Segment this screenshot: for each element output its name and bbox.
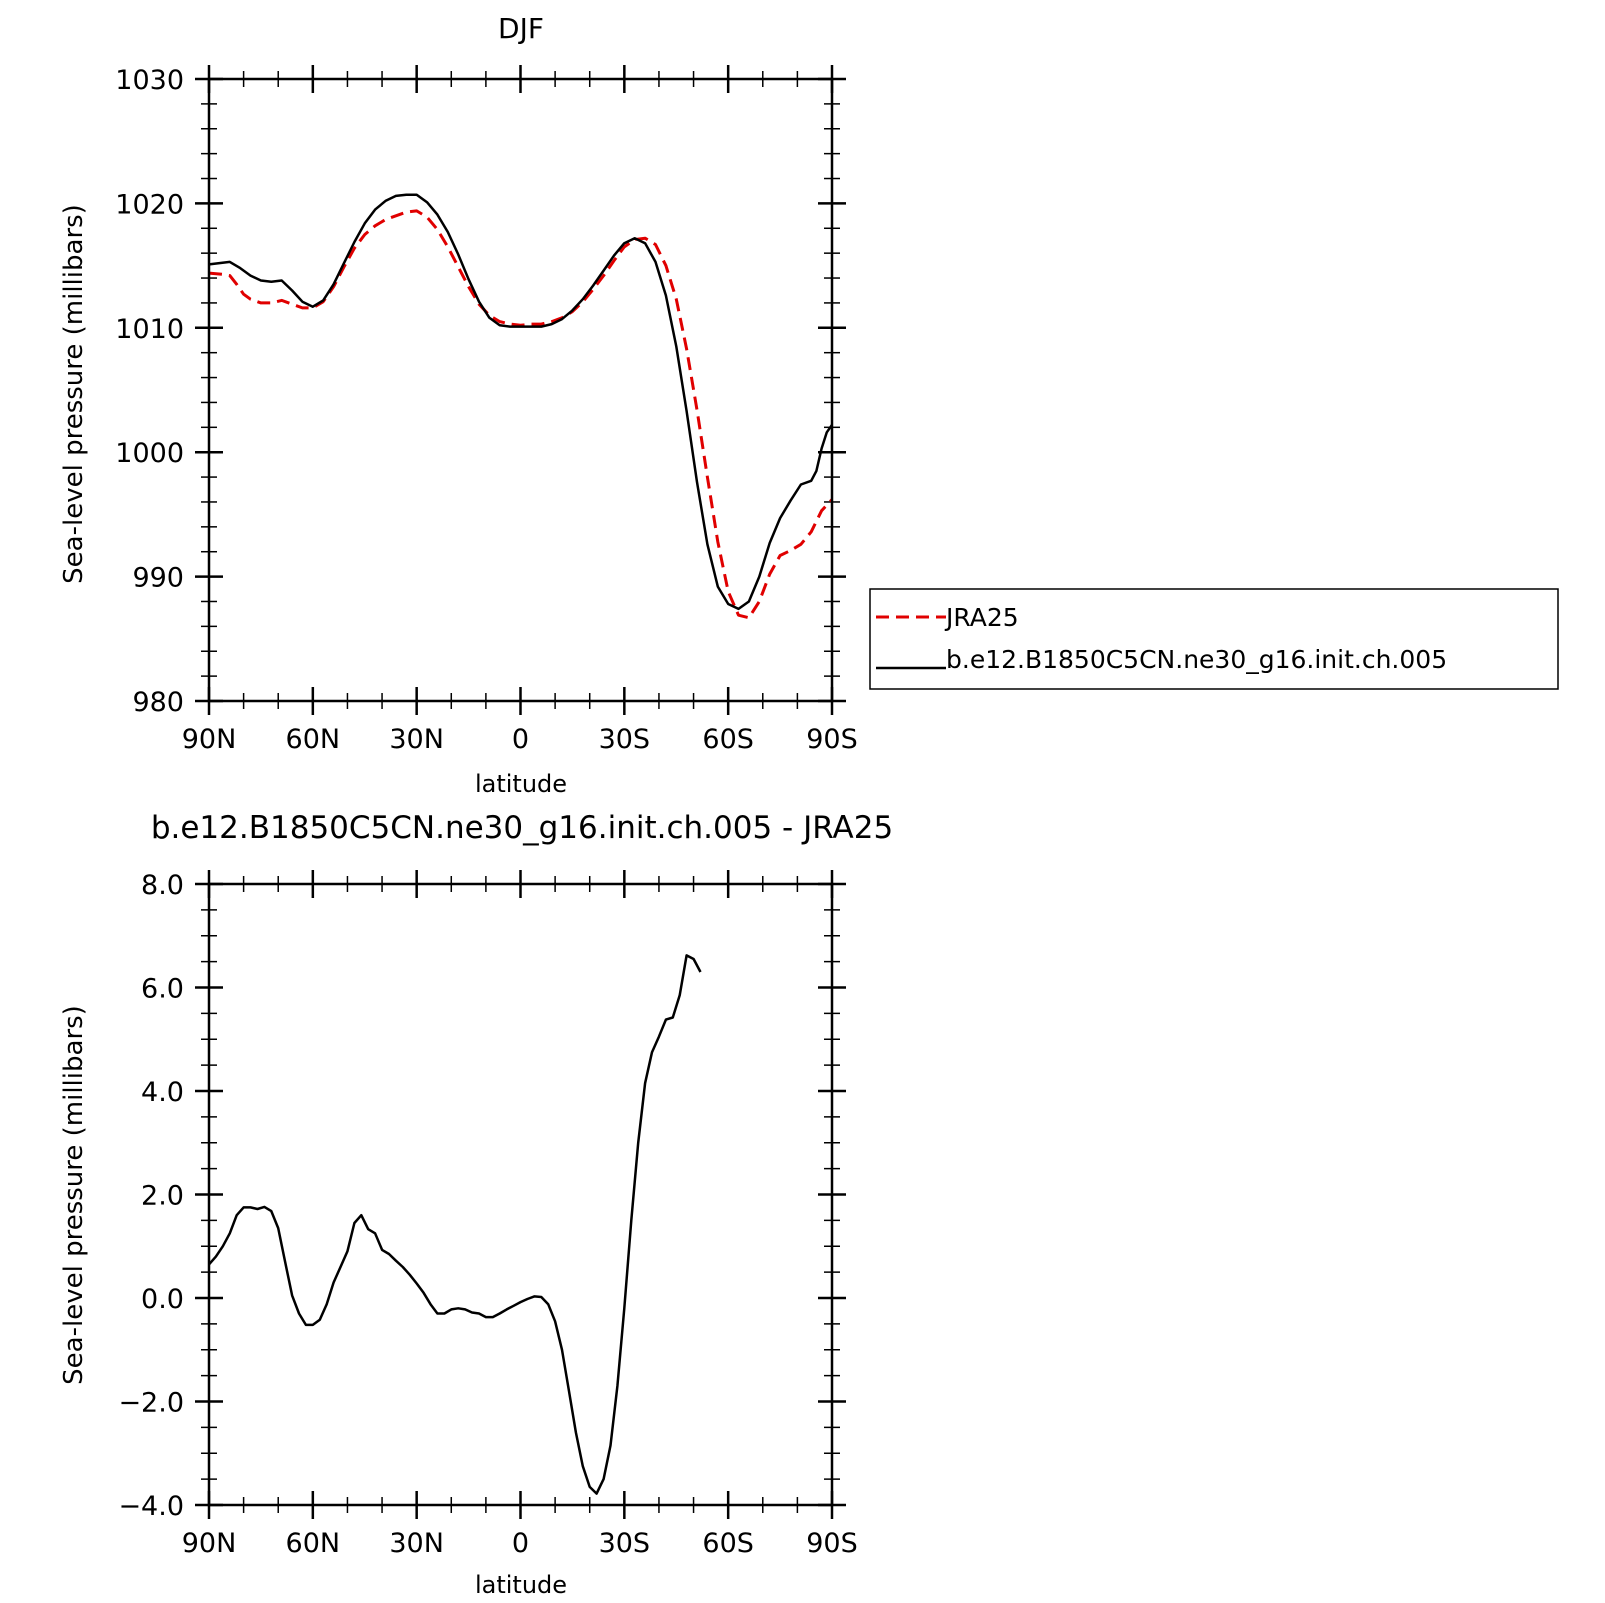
x-tick-label: 60S [702, 1528, 754, 1559]
y-tick-labels: 980 990 1000 1010 1020 1030 [115, 65, 184, 718]
y-tick-label: 990 [132, 563, 184, 594]
legend-label-model: b.e12.B1850C5CN.ne30_g16.init.ch.005 [946, 645, 1447, 674]
y-tick-label: 6.0 [141, 974, 184, 1005]
y-tick-label: 1010 [115, 314, 184, 345]
y-tick-label: 4.0 [141, 1077, 184, 1108]
y-tick-labels: −4.0 −2.0 0.0 2.0 4.0 6.0 8.0 [118, 870, 184, 1522]
legend-label-jra25: JRA25 [944, 603, 1019, 632]
x-tick-label: 30S [599, 724, 651, 755]
x-tick-labels: 90N 60N 30N 0 30S 60S 90S [182, 724, 858, 755]
x-tick-label: 90N [182, 724, 237, 755]
x-axis-label: latitude [475, 1571, 567, 1599]
y-tick-label: 8.0 [141, 870, 184, 901]
series-line-1 [208, 193, 834, 611]
series-line-0 [208, 209, 834, 620]
x-tick-label: 90S [806, 1528, 858, 1559]
x-tick-label: 0 [512, 1528, 529, 1559]
y-tick-label: 1020 [115, 189, 184, 220]
y-tick-label: −4.0 [118, 1491, 184, 1522]
marks [195, 870, 846, 1519]
x-tick-labels: 90N 60N 30N 0 30S 60S 90S [182, 1528, 858, 1559]
difference-panel: b.e12.B1850C5CN.ne30_g16.init.ch.005 - J… [59, 810, 893, 1599]
x-tick-label: 60S [702, 724, 754, 755]
x-tick-label: 90N [182, 1528, 237, 1559]
y-tick-label: 1000 [115, 438, 184, 469]
x-tick-label: 30S [599, 1528, 651, 1559]
legend-frame [869, 588, 1559, 690]
y-axis-label: Sea-level pressure (millibars) [59, 1005, 89, 1385]
y-tick-label: 1030 [115, 65, 184, 96]
legend: JRA25 b.e12.B1850C5CN.ne30_g16.init.ch.0… [869, 588, 1559, 690]
x-tick-label: 90S [806, 724, 858, 755]
y-tick-label: 2.0 [141, 1181, 184, 1212]
series-line-0 [208, 954, 702, 1495]
plot-frame [207, 882, 834, 1507]
x-tick-label: 60N [286, 1528, 341, 1559]
y-tick-label: 980 [132, 687, 184, 718]
x-axis-label: latitude [475, 770, 567, 798]
sea-level-pressure-panel: DJF 980 990 1000 1010 1020 1030 90N 60N 30N 0 30S… [59, 12, 1559, 798]
y-tick-label: 0.0 [141, 1284, 184, 1315]
marks [195, 65, 846, 715]
y-tick-label: −2.0 [118, 1388, 184, 1419]
x-tick-label: 0 [512, 724, 529, 755]
y-axis-label: Sea-level pressure (millibars) [59, 204, 89, 584]
x-tick-label: 60N [286, 724, 341, 755]
x-tick-label: 30N [389, 724, 444, 755]
panel-title: b.e12.B1850C5CN.ne30_g16.init.ch.005 - J… [151, 810, 893, 846]
panel-title: DJF [498, 12, 544, 45]
x-tick-label: 30N [389, 1528, 444, 1559]
plot-frame [207, 77, 834, 703]
